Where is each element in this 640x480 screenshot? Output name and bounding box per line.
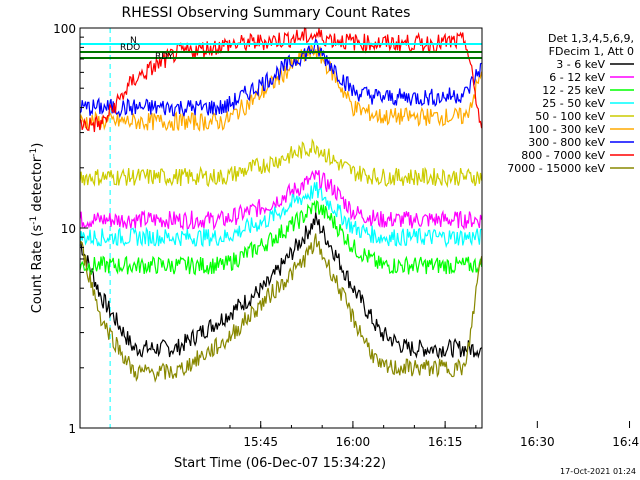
legend-entry-label: 100 - 300 keV bbox=[528, 123, 605, 136]
legend-entry-label: 3 - 6 keV bbox=[556, 58, 605, 71]
x-tick-label: 16:30 bbox=[520, 435, 555, 449]
y-axis: 1 10 100 bbox=[53, 22, 88, 436]
legend-header-line-2: FDecim 1, Att 0 bbox=[549, 45, 634, 58]
x-tick-label: 16:00 bbox=[336, 435, 371, 449]
series-line-4 bbox=[79, 138, 483, 189]
y-axis-label: Count Rate (s-1 detector-1) bbox=[29, 143, 45, 314]
series-line-6 bbox=[79, 37, 482, 119]
legend-entry-label: 6 - 12 keV bbox=[549, 71, 605, 84]
series-line-2 bbox=[79, 199, 483, 276]
series-6 bbox=[79, 37, 482, 119]
series-1 bbox=[79, 170, 483, 231]
x-axis-label: Start Time (06-Dec-07 15:34:22) bbox=[174, 456, 386, 471]
annotation-rdy: RDY bbox=[155, 52, 174, 62]
series-7 bbox=[79, 27, 483, 133]
legend-entry-label: 50 - 100 keV bbox=[535, 110, 605, 123]
y-tick-label: 10 bbox=[61, 222, 76, 236]
series-8 bbox=[79, 233, 483, 383]
footer-date: 17-Oct-2021 01:24 bbox=[560, 467, 636, 476]
series-line-3 bbox=[79, 181, 482, 249]
annotation-n: N bbox=[130, 36, 137, 46]
x-tick-label: 16:45 bbox=[612, 435, 640, 449]
legend-header-line-1: Det 1,3,4,5,6,9, bbox=[548, 32, 634, 45]
series-3 bbox=[79, 181, 482, 249]
chart-title: RHESSI Observing Summary Count Rates bbox=[122, 5, 411, 21]
y-tick-label: 1 bbox=[68, 422, 76, 436]
y-tick-label: 100 bbox=[53, 22, 76, 36]
series-line-7 bbox=[79, 27, 483, 133]
legend-entry-label: 7000 - 15000 keV bbox=[507, 162, 605, 175]
legend-entry-label: 800 - 7000 keV bbox=[521, 149, 605, 162]
series-4 bbox=[79, 138, 483, 189]
annotation-rdo: RDO bbox=[120, 43, 140, 53]
x-tick-label: 15:45 bbox=[243, 435, 278, 449]
legend: Det 1,3,4,5,6,9, FDecim 1, Att 0 3 - 6 k… bbox=[507, 32, 634, 175]
x-tick-label: 16:15 bbox=[428, 435, 463, 449]
series-line-0 bbox=[79, 212, 482, 360]
legend-entry-label: 25 - 50 keV bbox=[542, 97, 605, 110]
series-0 bbox=[79, 212, 482, 360]
legend-entry-label: 12 - 25 keV bbox=[542, 84, 605, 97]
series-2 bbox=[79, 199, 483, 276]
series-line-8 bbox=[79, 233, 483, 383]
legend-entry-label: 300 - 800 keV bbox=[528, 136, 605, 149]
series-line-1 bbox=[79, 170, 483, 231]
